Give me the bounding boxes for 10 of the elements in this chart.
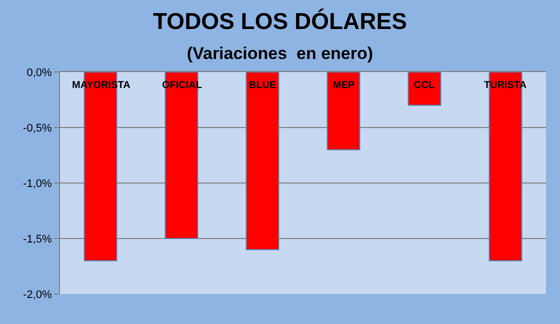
- x-tick-label: BLUE: [249, 80, 277, 91]
- x-tick-label: MEP: [333, 80, 355, 91]
- x-tick-label: CCL: [414, 80, 435, 91]
- chart-subtitle: (Variaciones en enero): [186, 44, 374, 64]
- chart-title: TODOS LOS DÓLARES: [153, 8, 407, 34]
- y-tick-label: -0,5%: [23, 122, 52, 134]
- y-tick-label: 0,0%: [26, 66, 52, 79]
- y-tick-label: -1,0%: [23, 178, 52, 190]
- y-tick-label: -2,0%: [23, 288, 52, 301]
- y-tick-label: -1,5%: [23, 233, 52, 246]
